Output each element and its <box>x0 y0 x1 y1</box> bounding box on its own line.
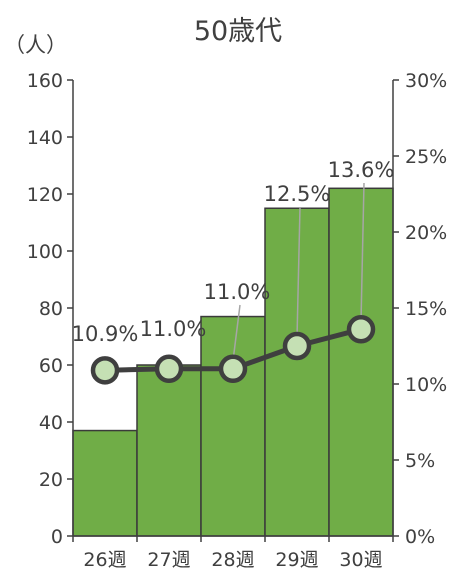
data-label: 11.0% <box>140 317 207 341</box>
x-tick-label: 29週 <box>275 549 318 571</box>
line-marker <box>346 315 376 344</box>
y-right-tick-label: 15% <box>405 298 447 320</box>
y-left-tick-label: 140 <box>27 127 63 149</box>
y-left-tick-label: 20 <box>39 469 63 491</box>
bar <box>72 429 138 537</box>
data-label-leader <box>232 304 241 361</box>
data-label-leader <box>296 206 301 339</box>
data-label-leader <box>360 182 365 322</box>
y-right-tick-label: 20% <box>405 222 447 244</box>
y-left-tick-label: 80 <box>39 298 63 320</box>
y-left-tick-label: 160 <box>27 70 63 92</box>
y-right-tick-label: 25% <box>405 146 447 168</box>
data-label: 11.0% <box>204 280 271 304</box>
data-label: 12.5% <box>264 182 331 206</box>
y-left-tick-label: 60 <box>39 355 63 377</box>
y-right-tick-label: 10% <box>405 374 447 396</box>
y-right-tick-label: 5% <box>405 450 435 472</box>
x-tick-label: 26週 <box>83 549 126 571</box>
bar <box>136 364 202 537</box>
line-marker <box>282 331 312 361</box>
y-right-tick-label: 30% <box>405 70 447 92</box>
bar <box>328 187 394 537</box>
chart-title: 50歳代 <box>194 16 282 47</box>
y-left-unit-label: （人） <box>4 33 67 57</box>
plot-area: 0 20 40 60 80 100 120 140 160 0% 5% 10% 15% 20% 25% 30%… <box>27 70 448 571</box>
y-left-tick-label: 0 <box>51 526 63 548</box>
line-marker <box>154 354 184 384</box>
x-tick-label: 27週 <box>147 549 190 571</box>
data-label: 13.6% <box>328 158 395 182</box>
x-tick-label: 30週 <box>339 549 382 571</box>
y-left-tick-label: 40 <box>39 412 63 434</box>
x-tick-label: 28週 <box>211 549 254 571</box>
bar <box>200 315 266 537</box>
bar <box>264 207 330 537</box>
line-marker <box>218 354 248 384</box>
line-marker <box>90 356 120 385</box>
y-right-tick-label: 0% <box>405 526 435 548</box>
data-label: 10.9% <box>72 322 139 346</box>
y-left-tick-label: 100 <box>27 241 63 263</box>
y-left-tick-label: 120 <box>27 184 63 206</box>
